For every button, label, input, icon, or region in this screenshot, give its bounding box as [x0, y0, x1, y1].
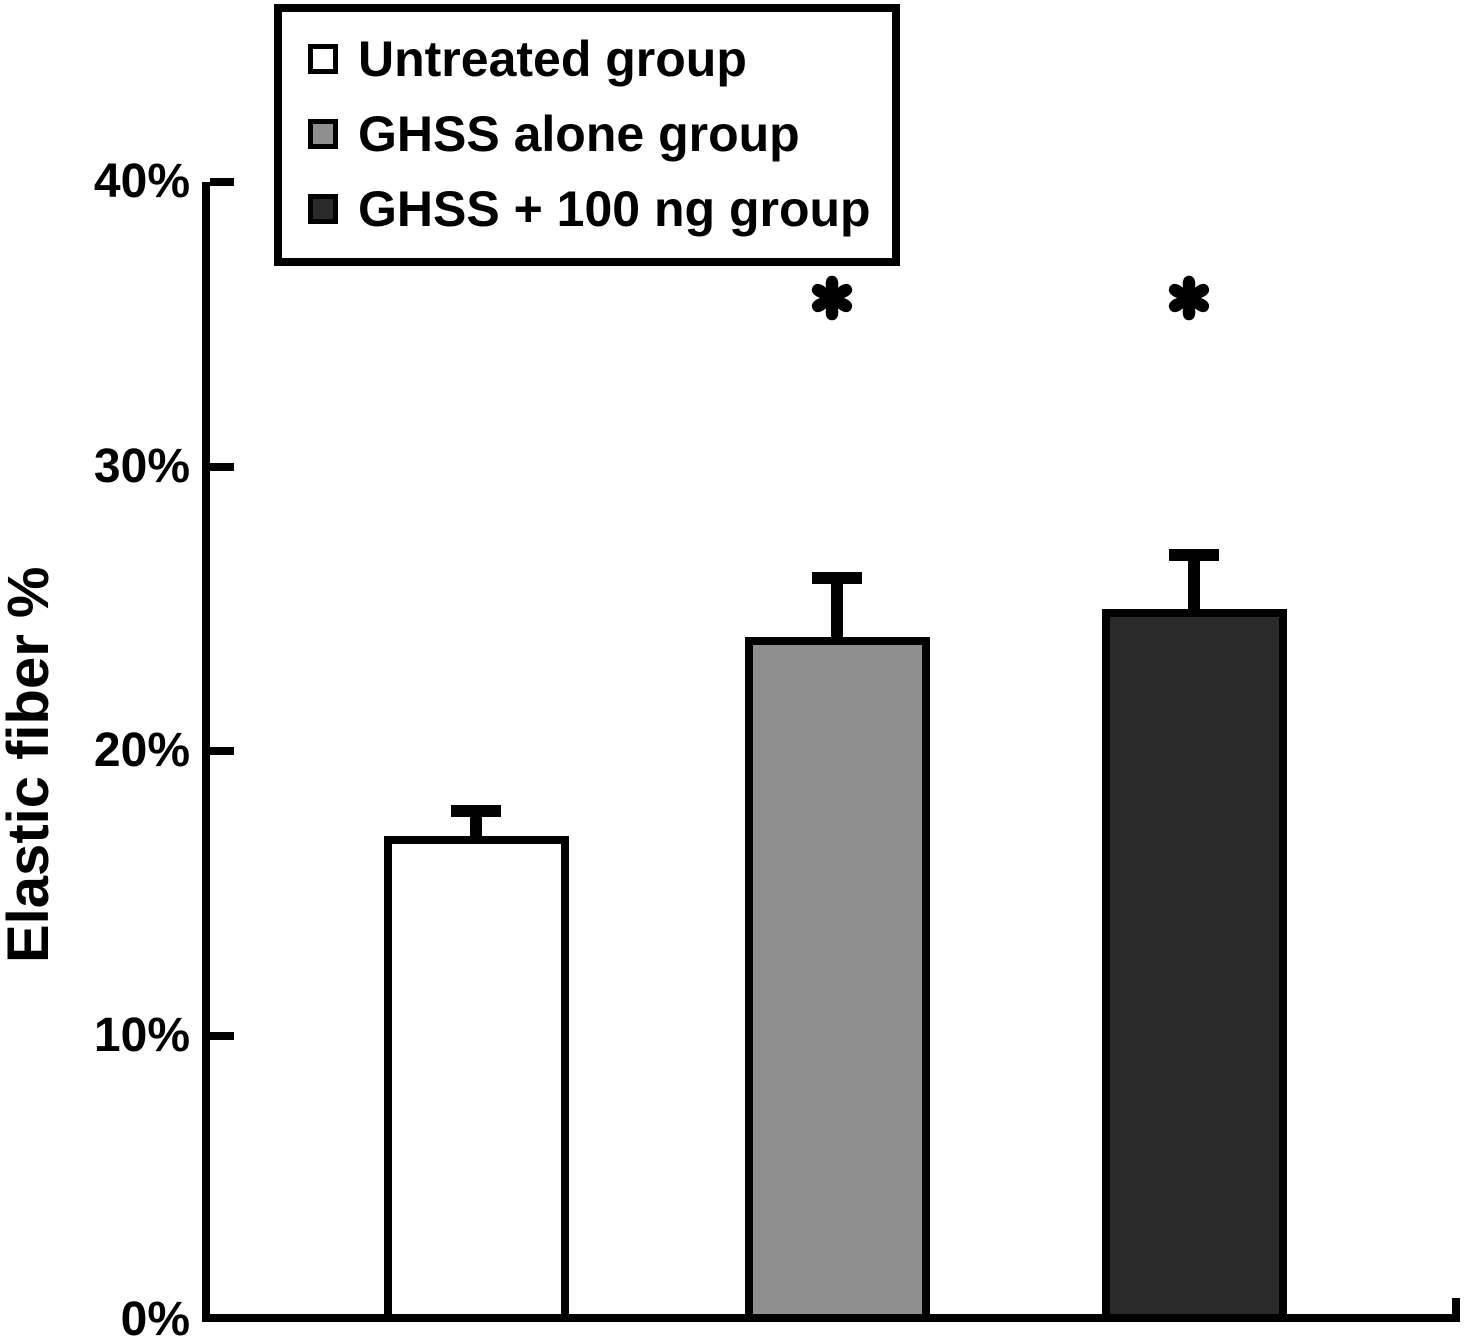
error-bar-cap [451, 805, 501, 817]
y-axis-tick-label: 0% [120, 1293, 190, 1340]
legend-swatch-ghss-100ng-group [308, 193, 338, 224]
y-axis-tick-label: 40% [93, 155, 190, 208]
error-bar-cap [812, 572, 862, 584]
error-bar-cap [1169, 549, 1219, 561]
y-axis-tick-label: 20% [93, 724, 190, 777]
error-bar-whisker [1188, 549, 1200, 615]
legend-swatch-ghss-alone-group [308, 118, 338, 149]
legend-item: Untreated group [308, 34, 892, 84]
bar-untreated-group [384, 836, 569, 1322]
bar-ghss-alone-group [745, 637, 930, 1322]
error-bar-whisker [831, 572, 843, 643]
bar-ghss-100-ng-group [1102, 609, 1287, 1322]
legend-label: GHSS alone group [358, 105, 800, 162]
legend-label: Untreated group [358, 31, 747, 88]
legend-label: GHSS + 100 ng group [358, 180, 871, 237]
y-axis-line [202, 182, 210, 1322]
significance-asterisk-icon [806, 272, 858, 324]
x-axis-end-tick [1452, 1298, 1460, 1322]
legend-item: GHSS + 100 ng group [308, 184, 892, 234]
y-axis-tick-label: 30% [93, 440, 190, 493]
significance-asterisk-icon [1163, 272, 1215, 324]
legend-item: GHSS alone group [308, 109, 892, 159]
y-axis-tick [210, 178, 234, 186]
y-axis-tick [210, 747, 234, 755]
legend: Untreated group GHSS alone group GHSS + … [274, 4, 900, 266]
y-axis-tick [210, 463, 234, 471]
y-axis-tick [210, 1032, 234, 1040]
y-axis-tick-label: 10% [93, 1009, 190, 1062]
legend-swatch-untreated-group [308, 44, 338, 75]
x-axis-line [202, 1314, 1460, 1322]
